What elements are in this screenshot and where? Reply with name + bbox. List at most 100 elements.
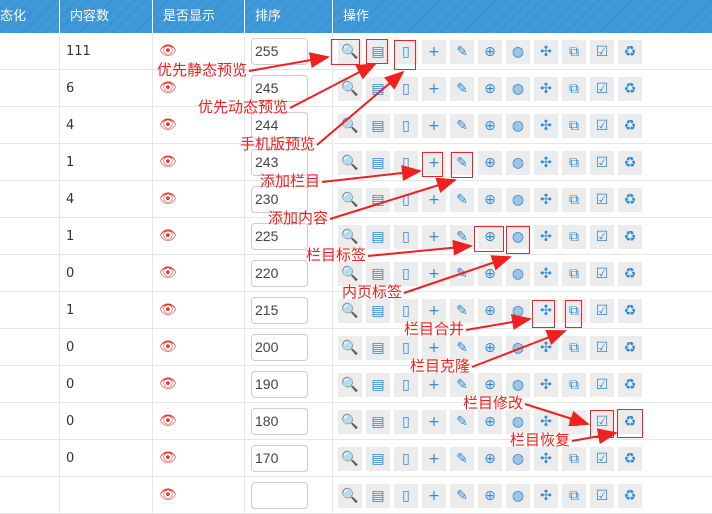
eye-icon[interactable]: 👁 xyxy=(159,302,177,318)
pencil-icon[interactable]: ✎ xyxy=(450,373,474,397)
clone-icon[interactable]: ⧉ xyxy=(562,262,586,286)
edit-icon[interactable]: ☑ xyxy=(590,225,614,249)
mobile-icon[interactable]: ▯ xyxy=(394,299,418,323)
recycle-icon[interactable]: ♻ xyxy=(618,373,642,397)
sort-input[interactable]: 230 xyxy=(251,186,308,213)
doc-preview-icon[interactable]: ▤ xyxy=(366,447,390,471)
plus-icon[interactable]: + xyxy=(422,40,446,64)
mobile-icon[interactable]: ▯ xyxy=(394,336,418,360)
doc-preview-icon[interactable]: ▤ xyxy=(366,373,390,397)
merge-icon[interactable]: ✣ xyxy=(534,225,558,249)
sort-input[interactable]: 220 xyxy=(251,260,308,287)
sort-input[interactable]: 255 xyxy=(251,38,308,65)
search-icon[interactable]: 🔍 xyxy=(338,40,362,64)
edit-icon[interactable]: ☑ xyxy=(590,151,614,175)
recycle-icon[interactable]: ♻ xyxy=(618,262,642,286)
search-icon[interactable]: 🔍 xyxy=(338,225,362,249)
doc-preview-icon[interactable]: ▤ xyxy=(366,336,390,360)
eye-icon[interactable]: 👁 xyxy=(159,80,177,96)
clone-icon[interactable]: ⧉ xyxy=(562,373,586,397)
doc-preview-icon[interactable]: ▤ xyxy=(366,114,390,138)
plus-icon[interactable]: + xyxy=(422,373,446,397)
merge-icon[interactable]: ✣ xyxy=(534,77,558,101)
clone-icon[interactable]: ⧉ xyxy=(562,225,586,249)
merge-icon[interactable]: ✣ xyxy=(534,40,558,64)
eye-icon[interactable]: 👁 xyxy=(159,117,177,133)
globe-icon[interactable]: ◍ xyxy=(506,188,530,212)
mobile-icon[interactable]: ▯ xyxy=(394,262,418,286)
pencil-icon[interactable]: ✎ xyxy=(450,410,474,434)
recycle-icon[interactable]: ♻ xyxy=(618,188,642,212)
sort-input[interactable]: 243 xyxy=(251,149,308,176)
globe-icon[interactable]: ◍ xyxy=(506,151,530,175)
search-icon[interactable]: 🔍 xyxy=(338,410,362,434)
globe-plus-icon[interactable]: ⊕ xyxy=(478,114,502,138)
plus-icon[interactable]: + xyxy=(422,114,446,138)
mobile-icon[interactable]: ▯ xyxy=(394,114,418,138)
pencil-icon[interactable]: ✎ xyxy=(450,77,474,101)
sort-input[interactable]: 190 xyxy=(251,371,308,398)
globe-plus-icon[interactable]: ⊕ xyxy=(478,225,502,249)
plus-icon[interactable]: + xyxy=(422,225,446,249)
doc-preview-icon[interactable]: ▤ xyxy=(366,151,390,175)
clone-icon[interactable]: ⧉ xyxy=(562,447,586,471)
search-icon[interactable]: 🔍 xyxy=(338,447,362,471)
globe-icon[interactable]: ◍ xyxy=(506,447,530,471)
eye-icon[interactable]: 👁 xyxy=(159,43,177,59)
recycle-icon[interactable]: ♻ xyxy=(618,447,642,471)
edit-icon[interactable]: ☑ xyxy=(590,373,614,397)
globe-icon[interactable]: ◍ xyxy=(506,373,530,397)
eye-icon[interactable]: 👁 xyxy=(159,265,177,281)
sort-input[interactable]: 244 xyxy=(251,112,308,139)
merge-icon[interactable]: ✣ xyxy=(534,114,558,138)
globe-icon[interactable]: ◍ xyxy=(506,262,530,286)
doc-preview-icon[interactable]: ▤ xyxy=(366,410,390,434)
eye-icon[interactable]: 👁 xyxy=(159,413,177,429)
pencil-icon[interactable]: ✎ xyxy=(450,336,474,360)
clone-icon[interactable]: ⧉ xyxy=(562,114,586,138)
recycle-icon[interactable]: ♻ xyxy=(618,225,642,249)
edit-icon[interactable]: ☑ xyxy=(590,299,614,323)
mobile-icon[interactable]: ▯ xyxy=(394,410,418,434)
globe-plus-icon[interactable]: ⊕ xyxy=(478,447,502,471)
merge-icon[interactable]: ✣ xyxy=(534,188,558,212)
merge-icon[interactable]: ✣ xyxy=(534,447,558,471)
search-icon[interactable]: 🔍 xyxy=(338,262,362,286)
edit-icon[interactable]: ☑ xyxy=(590,262,614,286)
sort-input[interactable]: 170 xyxy=(251,445,308,472)
eye-icon[interactable]: 👁 xyxy=(159,487,177,503)
mobile-icon[interactable]: ▯ xyxy=(394,447,418,471)
edit-icon[interactable]: ☑ xyxy=(590,40,614,64)
edit-icon[interactable]: ☑ xyxy=(590,447,614,471)
doc-preview-icon[interactable]: ▤ xyxy=(366,225,390,249)
sort-input[interactable]: 215 xyxy=(251,297,308,324)
pencil-icon[interactable]: ✎ xyxy=(450,299,474,323)
sort-input[interactable]: 180 xyxy=(251,408,308,435)
globe-icon[interactable]: ◍ xyxy=(506,410,530,434)
globe-plus-icon[interactable]: ⊕ xyxy=(478,151,502,175)
pencil-icon[interactable]: ✎ xyxy=(450,447,474,471)
sort-input[interactable]: 225 xyxy=(251,223,308,250)
globe-plus-icon[interactable]: ⊕ xyxy=(478,77,502,101)
globe-plus-icon[interactable]: ⊕ xyxy=(478,410,502,434)
search-icon[interactable]: 🔍 xyxy=(338,336,362,360)
doc-preview-icon[interactable]: ▤ xyxy=(366,40,390,64)
doc-preview-icon[interactable]: ▤ xyxy=(366,299,390,323)
globe-icon[interactable]: ◍ xyxy=(506,225,530,249)
eye-icon[interactable]: 👁 xyxy=(159,339,177,355)
recycle-icon[interactable]: ♻ xyxy=(618,40,642,64)
edit-icon[interactable]: ☑ xyxy=(590,114,614,138)
doc-preview-icon[interactable]: ▤ xyxy=(366,262,390,286)
edit-icon[interactable]: ☑ xyxy=(590,336,614,360)
merge-icon[interactable]: ✣ xyxy=(534,151,558,175)
search-icon[interactable]: 🔍 xyxy=(338,373,362,397)
eye-icon[interactable]: 👁 xyxy=(159,228,177,244)
eye-icon[interactable]: 👁 xyxy=(159,450,177,466)
merge-icon[interactable]: ✣ xyxy=(534,262,558,286)
pencil-icon[interactable]: ✎ xyxy=(450,40,474,64)
globe-plus-icon[interactable]: ⊕ xyxy=(478,373,502,397)
sort-input[interactable]: 245 xyxy=(251,75,308,102)
eye-icon[interactable]: 👁 xyxy=(159,191,177,207)
recycle-icon[interactable]: ♻ xyxy=(618,336,642,360)
plus-icon[interactable]: + xyxy=(422,77,446,101)
